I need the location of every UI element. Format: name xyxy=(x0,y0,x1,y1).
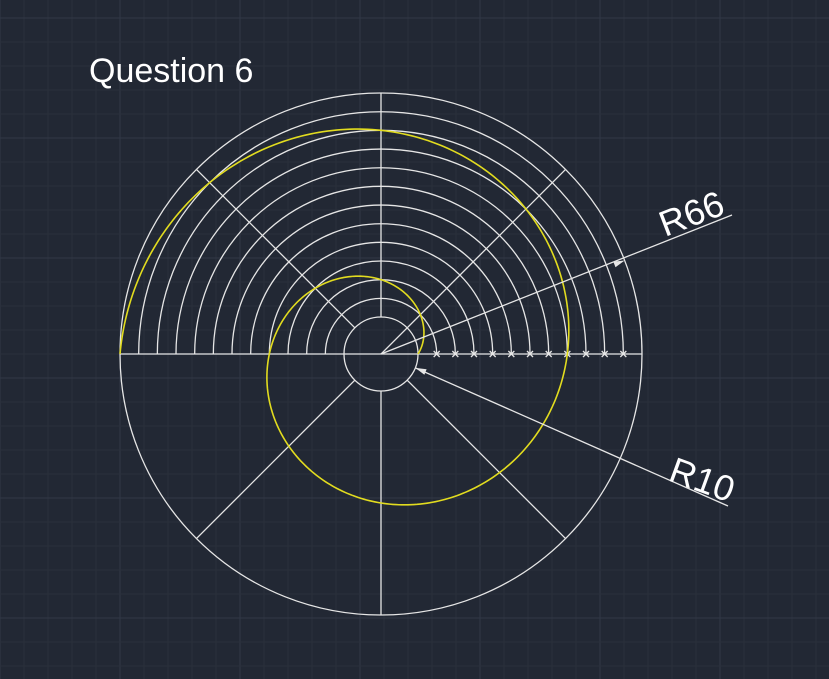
radial-line xyxy=(195,168,356,329)
division-marker xyxy=(545,350,553,358)
radial-line xyxy=(195,379,356,540)
r66-label: R66 xyxy=(653,183,729,245)
division-marker xyxy=(526,350,534,358)
question-title: Question 6 xyxy=(89,52,254,90)
division-marker xyxy=(433,350,441,358)
division-markers xyxy=(433,350,627,358)
division-marker xyxy=(619,350,627,358)
r66-arrowhead xyxy=(613,260,625,268)
dimension-r66: R66 xyxy=(380,183,733,355)
r10-arrowhead xyxy=(415,367,427,375)
division-marker xyxy=(451,350,459,358)
r10-label: R10 xyxy=(664,449,740,510)
radial-line xyxy=(380,168,567,355)
division-marker xyxy=(582,350,590,358)
spiral-curve xyxy=(119,128,570,506)
division-marker xyxy=(601,350,609,358)
division-marker xyxy=(489,350,497,358)
construction-geometry xyxy=(119,92,643,616)
division-marker xyxy=(470,350,478,358)
r66-leader-line xyxy=(380,214,733,355)
dimension-r10: R10 xyxy=(415,367,740,510)
radial-line xyxy=(406,379,567,540)
division-marker xyxy=(507,350,515,358)
r10-leader-line xyxy=(415,367,729,507)
